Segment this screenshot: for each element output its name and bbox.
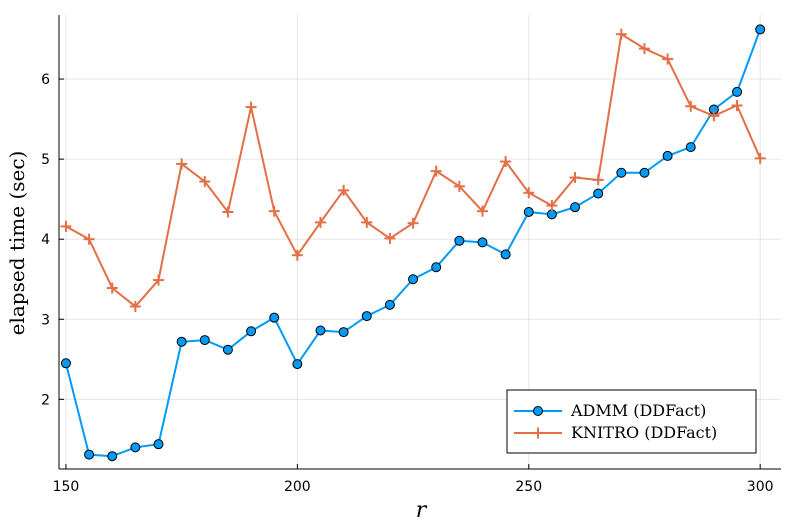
data-point-admm-ddfact (153, 439, 164, 450)
legend-marker-knitro-ddfact (532, 427, 544, 439)
data-point-admm-ddfact (60, 358, 71, 369)
grid (59, 15, 781, 469)
data-point-knitro-ddfact (268, 205, 280, 217)
data-point-knitro-ddfact (83, 233, 95, 245)
data-point-admm-ddfact (593, 188, 604, 199)
data-point-admm-ddfact (431, 262, 442, 273)
y-tick-label: 6 (41, 72, 50, 88)
data-point-admm-ddfact (755, 24, 766, 35)
data-point-knitro-ddfact (106, 282, 118, 294)
data-point-admm-ddfact (338, 327, 349, 338)
data-point-knitro-ddfact (176, 158, 188, 170)
data-point-admm-ddfact (130, 442, 141, 453)
data-point-knitro-ddfact (222, 206, 234, 218)
x-axis-label: r (416, 498, 428, 523)
data-point-knitro-ddfact (60, 220, 72, 232)
data-point-knitro-ddfact (592, 174, 604, 186)
data-point-admm-ddfact (523, 206, 534, 217)
axes-frame (58, 15, 781, 470)
legend-box (506, 389, 757, 454)
data-point-knitro-ddfact (453, 180, 465, 192)
data-point-knitro-ddfact (708, 110, 720, 122)
y-tick-label: 3 (41, 312, 50, 328)
data-point-admm-ddfact (246, 326, 257, 337)
data-point-admm-ddfact (454, 235, 465, 246)
tick-labels: 150 200 250 300 2 3 4 5 6 (41, 72, 773, 495)
data-point-knitro-ddfact (731, 99, 743, 111)
data-point-knitro-ddfact (685, 100, 697, 112)
data-point-knitro-ddfact (476, 205, 488, 217)
data-point-admm-ddfact (361, 311, 372, 322)
data-point-admm-ddfact (616, 167, 627, 178)
data-point-knitro-ddfact (569, 172, 581, 184)
data-point-admm-ddfact (570, 202, 581, 213)
x-tick-label: 200 (284, 479, 311, 495)
data-point-knitro-ddfact (129, 300, 141, 312)
data-point-admm-ddfact (732, 86, 743, 97)
y-tick-label: 5 (41, 152, 50, 168)
legend-label-admm-ddfact: ADMM (DDFact) (570, 401, 706, 420)
data-point-admm-ddfact (500, 249, 511, 260)
data-point-admm-ddfact (384, 299, 395, 310)
legend-label-knitro-ddfact: KNITRO (DDFact) (571, 423, 717, 442)
legend: ADMM (DDFact) KNITRO (DDFact) (506, 389, 757, 454)
data-point-admm-ddfact (269, 312, 280, 323)
data-point-knitro-ddfact (291, 249, 303, 261)
y-tick-label: 4 (41, 232, 50, 248)
data-point-knitro-ddfact (407, 217, 419, 229)
data-point-knitro-ddfact (245, 101, 257, 113)
data-point-knitro-ddfact (153, 274, 165, 286)
data-point-knitro-ddfact (662, 53, 674, 65)
data-point-admm-ddfact (639, 167, 650, 178)
data-point-knitro-ddfact (361, 216, 373, 228)
data-point-admm-ddfact (546, 209, 557, 220)
x-tick-label: 150 (53, 479, 80, 495)
data-point-knitro-ddfact (199, 176, 211, 188)
data-point-knitro-ddfact (754, 152, 766, 164)
data-point-knitro-ddfact (314, 216, 326, 228)
x-tick-label: 250 (515, 479, 542, 495)
data-point-admm-ddfact (199, 335, 210, 346)
data-point-admm-ddfact (292, 359, 303, 370)
series-line-knitro-ddfact (65, 33, 762, 308)
data-point-knitro-ddfact (546, 200, 558, 212)
data-point-admm-ddfact (84, 449, 95, 460)
data-point-admm-ddfact (176, 336, 187, 347)
series-lines (60, 24, 766, 462)
legend-marker-admm-ddfact (533, 406, 543, 416)
data-point-admm-ddfact (107, 451, 118, 462)
data-point-knitro-ddfact (338, 184, 350, 196)
data-point-admm-ddfact (222, 344, 233, 355)
data-point-knitro-ddfact (615, 28, 627, 40)
data-point-knitro-ddfact (430, 165, 442, 177)
data-point-admm-ddfact (477, 237, 488, 248)
data-point-admm-ddfact (662, 150, 673, 161)
data-point-knitro-ddfact (523, 187, 535, 199)
y-tick-label: 2 (41, 392, 50, 408)
data-point-knitro-ddfact (638, 43, 650, 55)
data-point-knitro-ddfact (384, 232, 396, 244)
data-point-knitro-ddfact (500, 156, 512, 168)
x-tick-label: 300 (747, 479, 774, 495)
data-point-admm-ddfact (315, 325, 326, 336)
y-axis-label: elapsed time (sec) (5, 151, 29, 336)
data-point-admm-ddfact (408, 274, 419, 285)
data-point-admm-ddfact (685, 142, 696, 153)
